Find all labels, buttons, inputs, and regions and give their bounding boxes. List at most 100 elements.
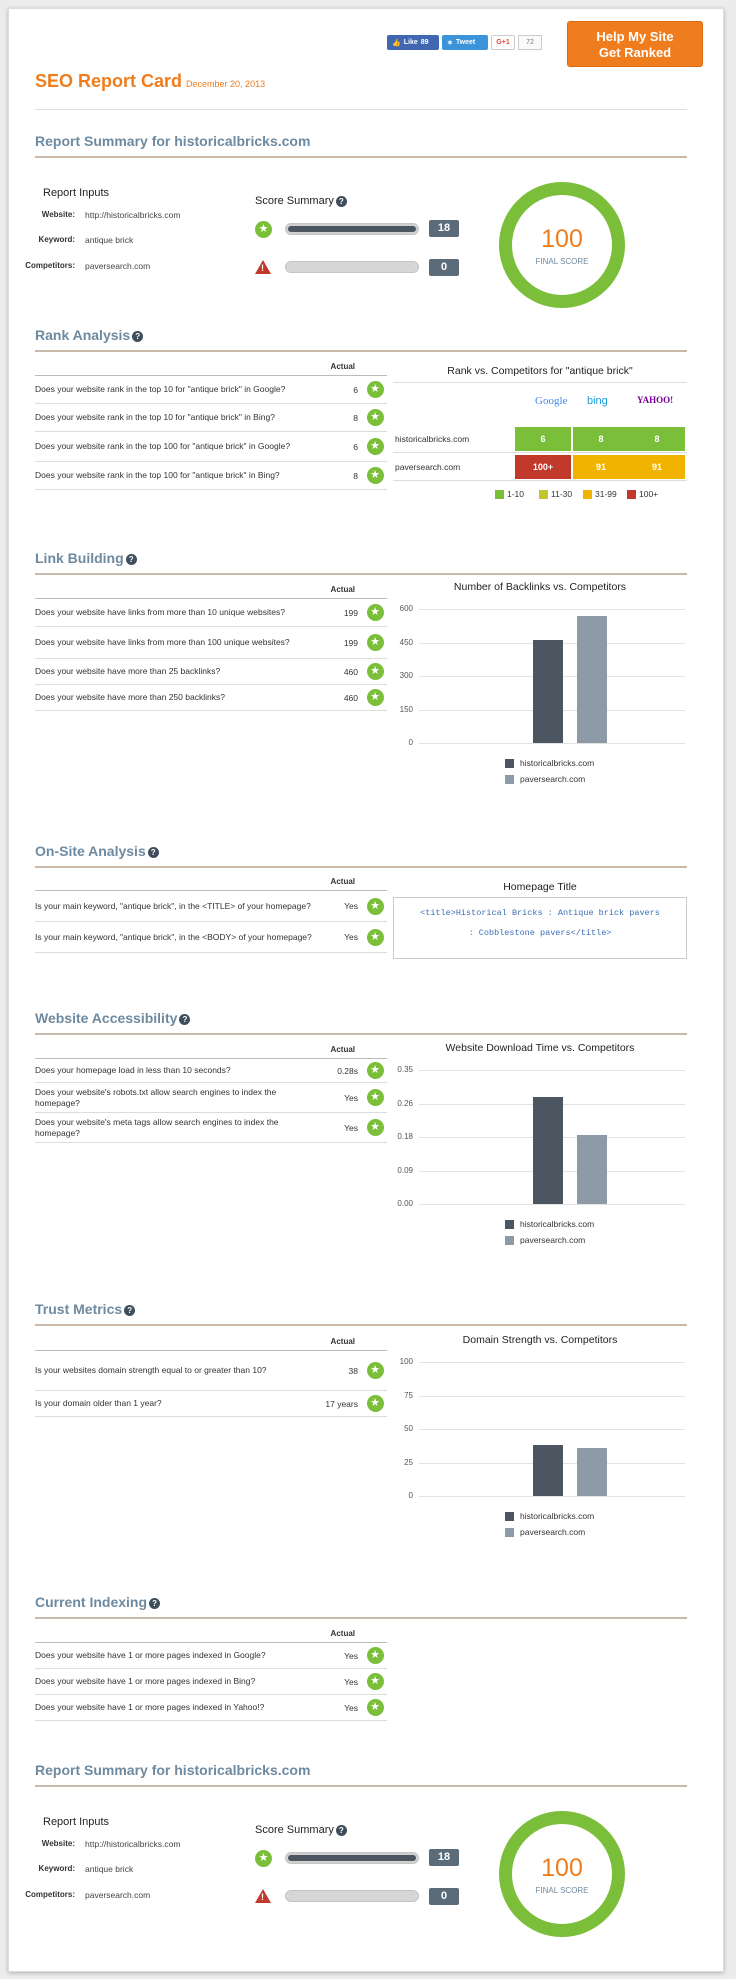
table-row: Does your website rank in the top 100 fo… — [35, 432, 387, 462]
chart-legend-item: paversearch.com — [505, 1235, 585, 1245]
rank-legend-item: 1-10 — [495, 489, 524, 499]
section-rule — [35, 350, 687, 352]
actual-value: Yes — [344, 1676, 358, 1687]
question-text: Is your domain older than 1 year? — [35, 1398, 162, 1408]
pass-bar-fill — [286, 224, 418, 234]
question-text: Is your main keyword, "antique brick", i… — [35, 931, 312, 942]
legend-swatch — [505, 1235, 514, 1245]
google-logo: Google — [535, 395, 568, 407]
table-row: Does your website have more than 25 back… — [35, 659, 387, 685]
report-page: 👍 Like 89 ✶ Tweet G+1 72 Help My Site Get R… — [8, 8, 724, 1972]
chart-bar — [577, 1447, 607, 1496]
y-tick-label: 0 — [408, 1491, 413, 1500]
question-text: Does your website have more than 25 back… — [35, 666, 221, 676]
actual-column-header: Actual — [35, 1337, 387, 1351]
pass-star-icon: ★ — [363, 1362, 387, 1379]
y-tick-label: 0.09 — [397, 1165, 413, 1175]
question-text: Is your websites domain strength equal t… — [35, 1365, 267, 1375]
pass-icon: ★ — [255, 221, 272, 238]
gridline — [419, 1429, 685, 1430]
google-plus-button[interactable]: G+1 — [491, 35, 515, 50]
pass-star-icon: ★ — [363, 1062, 387, 1079]
table-row: Is your main keyword, "antique brick", i… — [35, 891, 387, 922]
help-icon[interactable]: ? — [335, 1824, 347, 1836]
rank-row-divider — [393, 452, 687, 453]
homepage-title-code: <title>Historical Bricks : Antique brick… — [393, 897, 687, 959]
question-text: Does your website have more than 250 bac… — [35, 692, 225, 702]
y-tick-label: 600 — [399, 604, 413, 613]
y-tick-label: 25 — [404, 1457, 413, 1467]
rank-chart-title: Rank vs. Competitors for "antique brick" — [447, 365, 633, 377]
y-tick-label: 0.18 — [397, 1132, 413, 1141]
chart-bar — [533, 1445, 563, 1496]
chart-title: Domain Strength vs. Competitors — [462, 1334, 618, 1346]
gridline — [419, 1496, 685, 1497]
pass-star-icon: ★ — [363, 689, 387, 706]
links-table: Actual Does your website have links from … — [35, 585, 387, 711]
table-row: Is your domain older than 1 year? 17 year… — [35, 1391, 387, 1417]
rank-cell: 100+ — [515, 455, 571, 479]
keyword-value: antique brick — [85, 235, 134, 245]
pass-bar — [285, 1852, 419, 1864]
final-score-label: FINAL SCORE — [535, 1886, 589, 1895]
help-icon[interactable]: ? — [149, 1597, 161, 1609]
actual-value: Yes — [344, 1122, 358, 1133]
facebook-like-button[interactable]: 👍 Like 89 — [387, 35, 439, 50]
help-my-site-button[interactable]: Help My Site Get Ranked — [567, 21, 703, 67]
yahoo-logo: YAHOO! — [637, 395, 674, 405]
section-rule — [35, 1324, 687, 1326]
pass-star-icon: ★ — [363, 928, 387, 946]
fail-count: 0 — [429, 259, 459, 276]
keyword-label: Keyword: — [38, 1864, 75, 1873]
final-score-value: 100 — [541, 1854, 583, 1882]
actual-value: 17 years — [325, 1398, 358, 1409]
table-row: Does your website have links from more t… — [35, 627, 387, 659]
tweet-button[interactable]: ✶ Tweet — [442, 35, 488, 50]
legend-label: paversearch.com — [520, 1235, 586, 1245]
y-tick-label: 0 — [408, 738, 413, 747]
final-score-ring: 100 FINAL SCORE — [499, 182, 625, 308]
legend-label: 11-30 — [551, 489, 573, 499]
gridline — [419, 1395, 685, 1397]
help-icon[interactable]: ? — [125, 553, 137, 565]
actual-value: 199 — [343, 607, 358, 618]
google-plus-count: 72 — [518, 35, 542, 50]
section-rule — [35, 573, 687, 575]
table-row: Does your website's robots.txt allow sea… — [35, 1083, 387, 1113]
link-building-title: Link Building? — [35, 550, 137, 566]
pass-star-icon: ★ — [363, 1119, 387, 1136]
help-icon[interactable]: ? — [132, 330, 144, 342]
help-icon[interactable]: ? — [124, 1304, 136, 1316]
question-text: Does your website have 1 or more pages i… — [35, 1650, 266, 1660]
y-tick-label: 100 — [399, 1357, 413, 1366]
onsite-analysis-title: On-Site Analysis? — [35, 843, 159, 859]
section-rule — [35, 1617, 687, 1619]
report-inputs-heading: Report Inputs — [43, 187, 110, 199]
y-tick-label: 300 — [399, 671, 413, 680]
gridline — [419, 1070, 685, 1071]
chart-title: Website Download Time vs. Competitors — [445, 1042, 635, 1054]
actual-value: 8 — [353, 412, 358, 423]
chart-legend-item: historicalbricks.com — [505, 758, 594, 768]
actual-value: 8 — [353, 470, 358, 481]
actual-value: 199 — [343, 637, 358, 648]
competitors-value: paversearch.com — [85, 261, 151, 271]
chart-legend-item: historicalbricks.com — [505, 1219, 594, 1229]
help-icon[interactable]: ? — [335, 195, 347, 207]
help-icon[interactable]: ? — [179, 1013, 191, 1025]
warning-icon: ! — [255, 1889, 271, 1905]
summary-title: Report Summary for historicalbricks.com — [35, 1762, 311, 1778]
legend-label: 31-99 — [595, 489, 617, 499]
gridline — [419, 1362, 685, 1363]
pass-star-icon: ★ — [363, 1673, 387, 1690]
question-text: Does your website have links from more t… — [35, 637, 290, 647]
help-icon[interactable]: ? — [147, 846, 159, 858]
question-text: Does your website have 1 or more pages i… — [35, 1702, 265, 1712]
chart-bar — [533, 640, 563, 743]
fail-bar — [285, 261, 419, 273]
table-row: Does your website have 1 or more pages i… — [35, 1669, 387, 1695]
pass-star-icon: ★ — [363, 1699, 387, 1716]
competitors-label: Competitors: — [25, 261, 75, 270]
y-tick-label: 450 — [399, 637, 413, 647]
pass-star-icon: ★ — [363, 409, 387, 426]
